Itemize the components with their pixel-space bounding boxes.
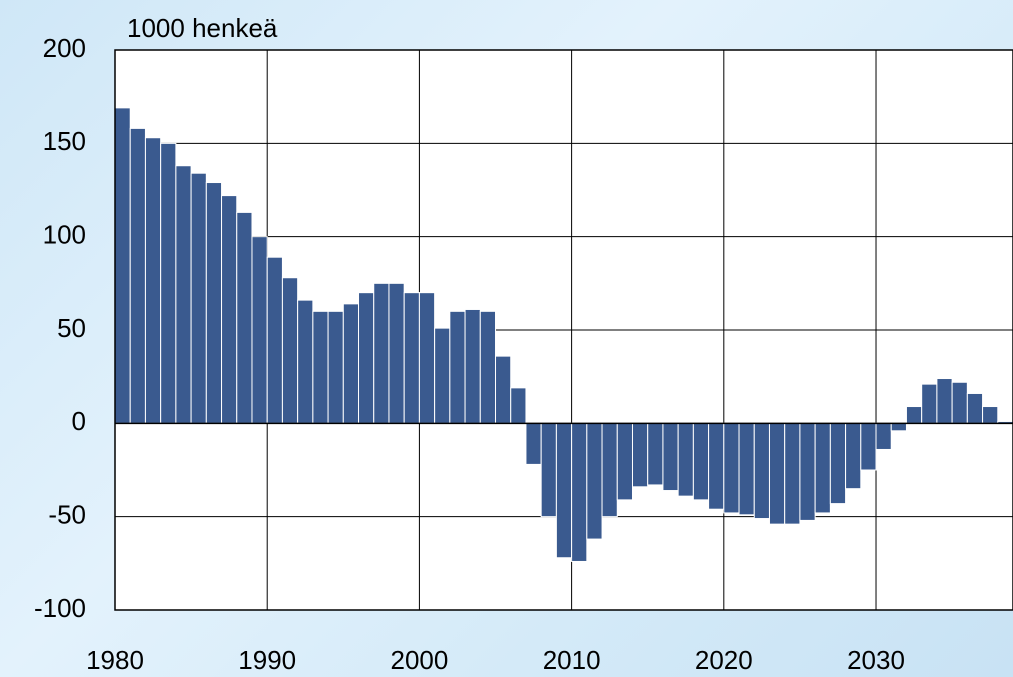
bar xyxy=(662,422,679,492)
y-tick-label: -100 xyxy=(34,593,86,623)
bar xyxy=(723,422,740,514)
bar xyxy=(875,422,892,450)
bar xyxy=(495,355,512,424)
bar xyxy=(860,422,877,471)
bar xyxy=(205,182,223,424)
bar xyxy=(388,282,405,424)
bar xyxy=(190,172,207,424)
bar xyxy=(464,308,481,424)
y-tick-label: 200 xyxy=(43,33,86,63)
bar xyxy=(373,282,390,424)
bar xyxy=(281,277,299,424)
bar xyxy=(738,422,755,516)
bar xyxy=(845,422,862,490)
bar xyxy=(144,137,162,424)
bar xyxy=(418,292,436,424)
bar xyxy=(266,256,283,424)
bar xyxy=(236,211,253,424)
bar xyxy=(799,422,816,521)
x-tick-label: 1990 xyxy=(238,645,296,675)
bar xyxy=(753,422,770,520)
y-axis-label: 1000 henkeä xyxy=(127,13,278,43)
bar xyxy=(692,422,710,501)
x-tick-label: 2030 xyxy=(847,645,905,675)
bar xyxy=(616,422,633,501)
bar xyxy=(647,422,664,486)
bar xyxy=(768,422,786,525)
bar xyxy=(921,383,938,424)
bar xyxy=(814,422,831,514)
bar xyxy=(403,292,420,424)
bar xyxy=(510,387,527,424)
bar xyxy=(966,392,984,424)
bar xyxy=(890,422,907,432)
bar xyxy=(982,406,999,424)
bar xyxy=(342,303,360,424)
bar xyxy=(708,422,725,510)
bar xyxy=(631,422,649,488)
bar xyxy=(905,406,923,424)
bar xyxy=(114,107,131,424)
bar xyxy=(434,327,451,424)
bar xyxy=(677,422,694,497)
bar xyxy=(601,422,618,518)
bar xyxy=(479,310,497,424)
x-tick-label: 2010 xyxy=(543,645,601,675)
x-tick-label: 2020 xyxy=(695,645,753,675)
bar xyxy=(251,236,268,424)
x-tick-label: 1980 xyxy=(86,645,144,675)
y-tick-label: 0 xyxy=(72,406,86,436)
bar xyxy=(540,422,557,518)
bar xyxy=(175,165,192,424)
bar xyxy=(936,378,953,424)
bar xyxy=(358,292,375,424)
y-tick-label: 50 xyxy=(57,313,86,343)
bar xyxy=(951,381,968,424)
bar xyxy=(160,142,177,424)
bar xyxy=(449,310,466,424)
y-tick-label: 150 xyxy=(43,126,86,156)
bar xyxy=(312,310,329,424)
y-tick-label: 100 xyxy=(43,220,86,250)
plot-border xyxy=(114,49,1013,611)
bar xyxy=(327,310,344,424)
bar xyxy=(555,422,573,559)
bar xyxy=(571,422,588,562)
bar xyxy=(525,422,542,465)
bar xyxy=(829,422,847,505)
x-tick-label: 2000 xyxy=(390,645,448,675)
bar xyxy=(297,299,314,424)
y-tick-label: -50 xyxy=(48,500,86,530)
bar xyxy=(586,422,603,540)
bar xyxy=(784,422,801,525)
bar xyxy=(221,195,238,424)
bar xyxy=(129,127,146,424)
